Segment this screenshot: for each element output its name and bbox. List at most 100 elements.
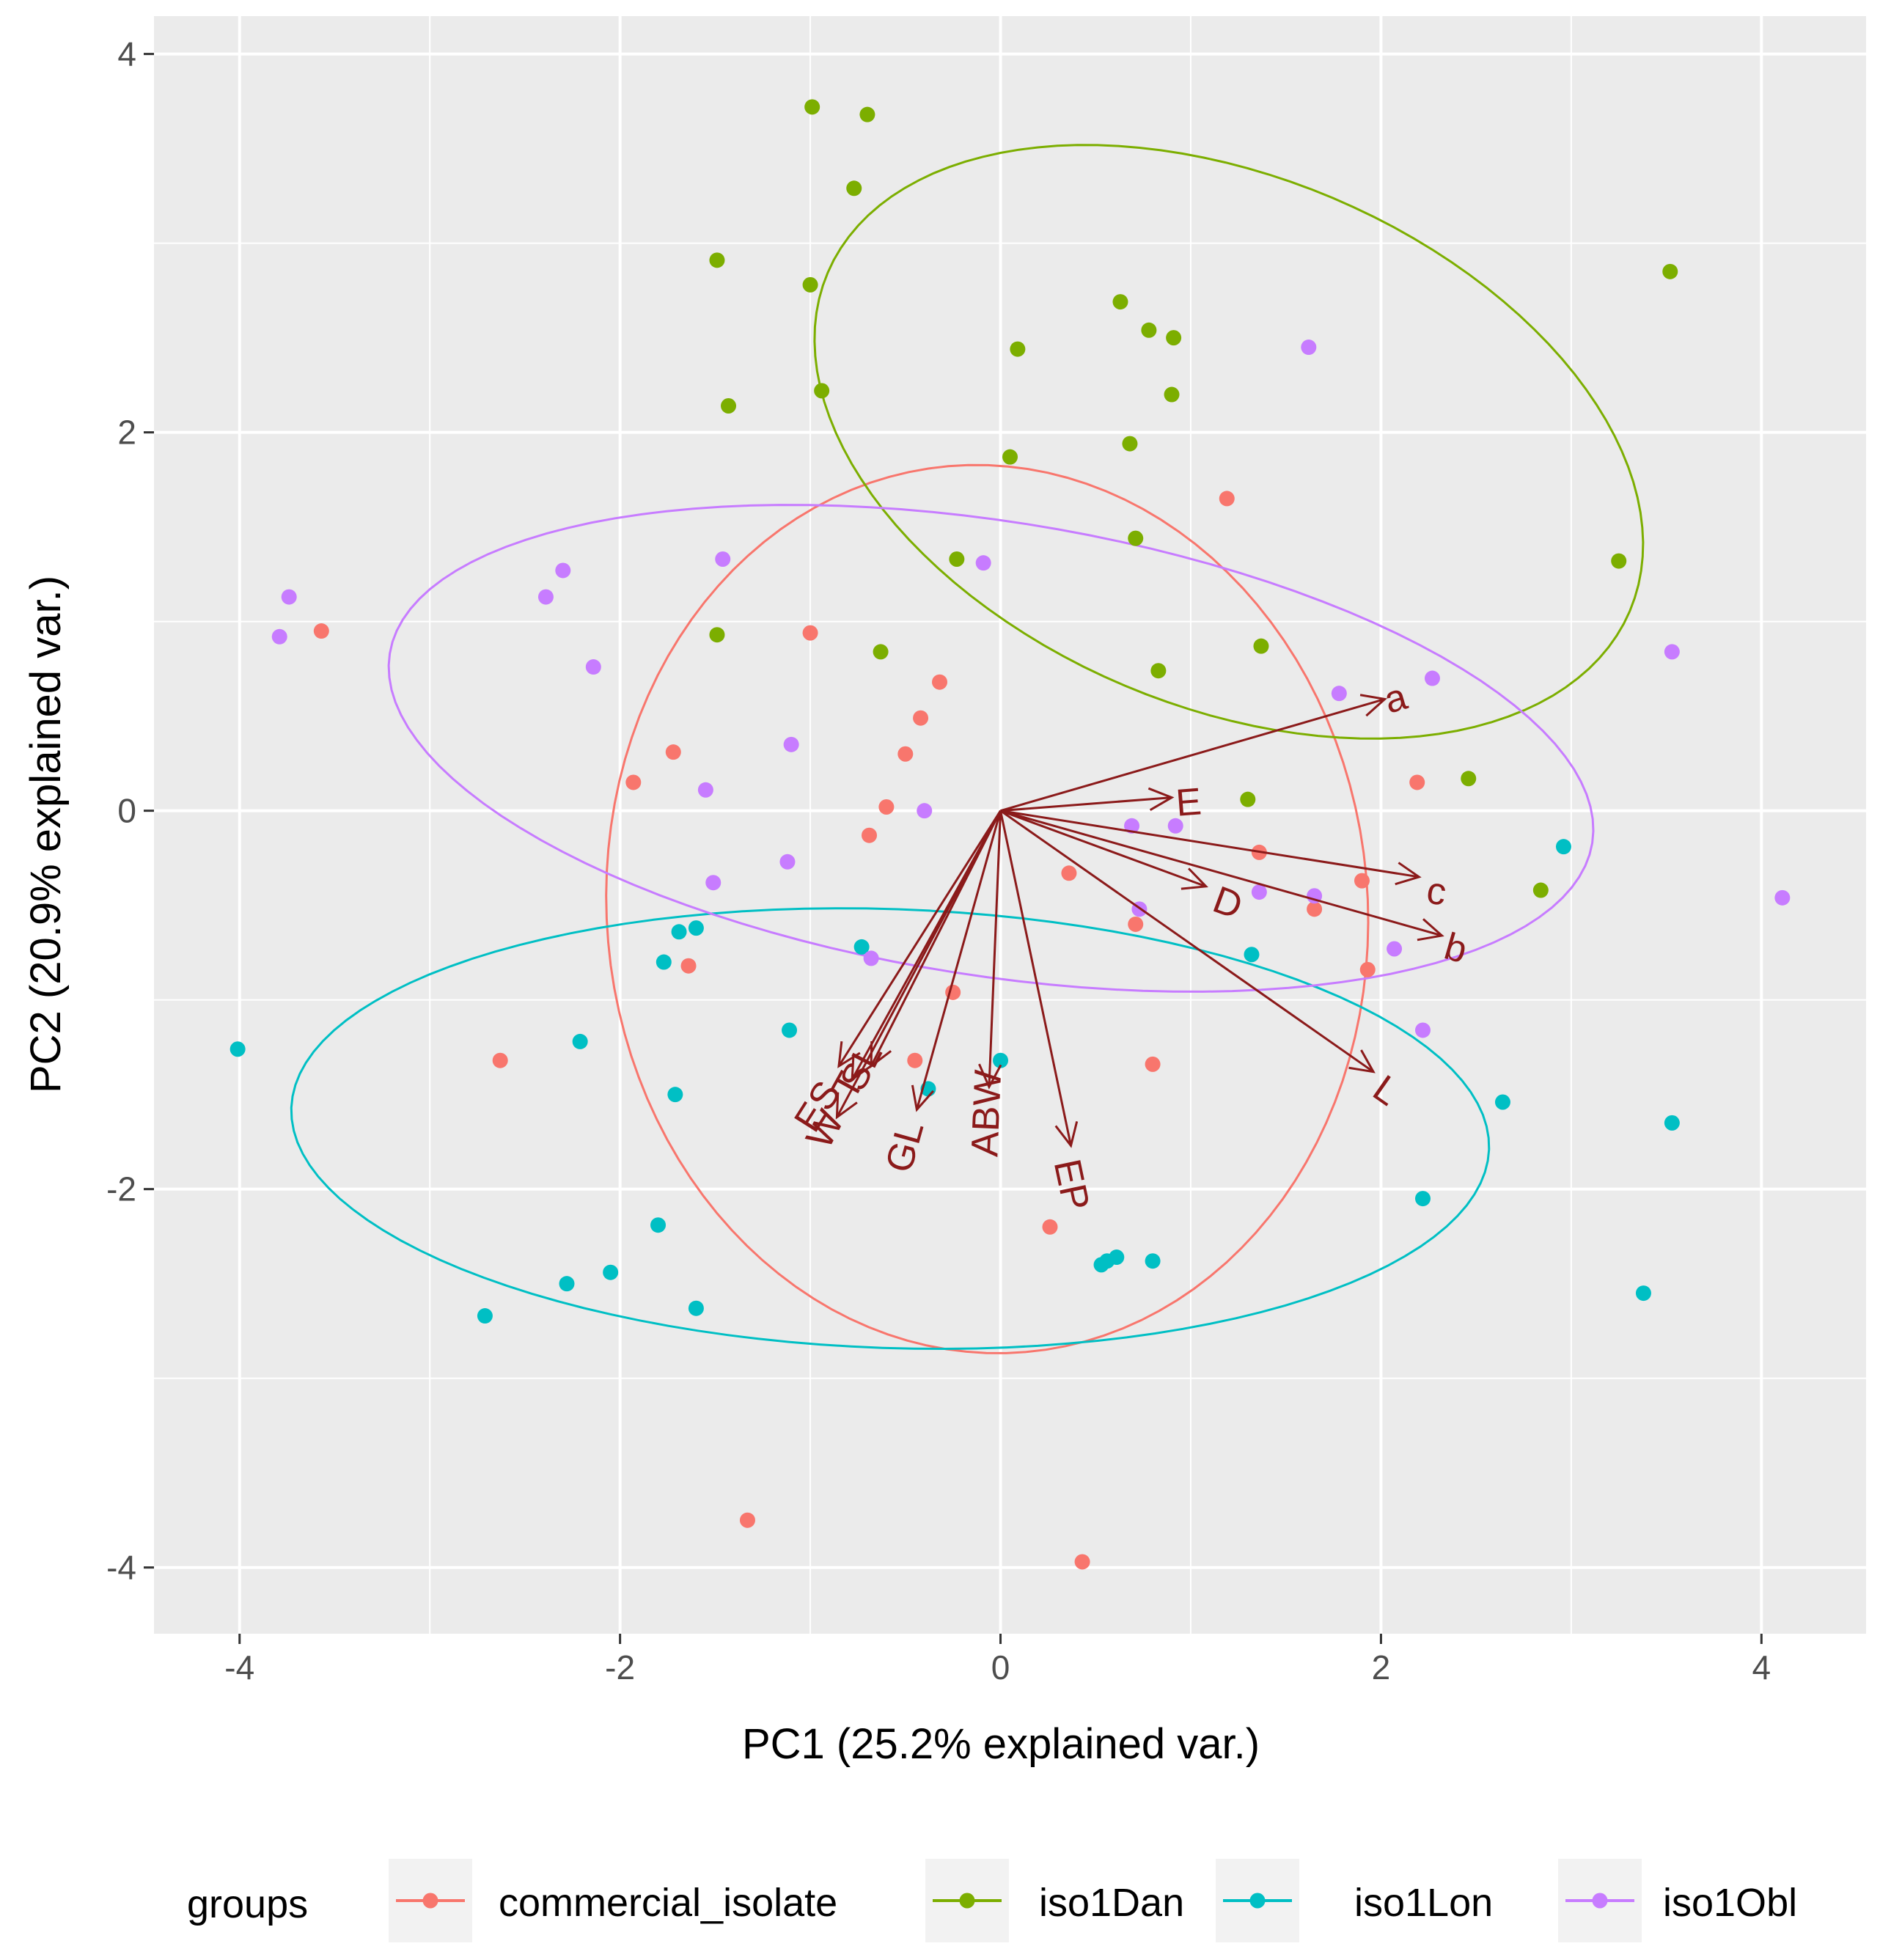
point-iso1Lon [656,954,672,970]
point-iso1Dan [1461,771,1477,787]
point-iso1Lon [667,1087,683,1103]
point-iso1Lon [993,1052,1009,1068]
loading-arrow-c [1000,810,1420,878]
point-iso1Obl [1251,884,1267,900]
loading-arrowhead-T [851,1054,873,1082]
point-iso1Dan [1112,294,1128,310]
loading-arrowhead-L [1348,1049,1376,1073]
axes: PC1 (25.2% explained var.) PC2 (20.9% ex… [22,35,1771,1768]
point-commercial_isolate [1061,865,1077,881]
legend: groups commercial_isolate iso1Dan iso1Lon i… [187,1859,1797,1942]
ellipse-iso1Obl [387,504,1595,993]
point-iso1Dan [846,180,862,197]
loading-label-E: E [1175,780,1203,824]
point-iso1Dan [1010,341,1026,357]
point-iso1Lon [688,920,704,936]
point-iso1Lon [1145,1253,1161,1269]
loading-arrowhead-a [1359,694,1387,717]
loading-arrowhead-W [835,1092,858,1120]
loading-arrowhead-b [1417,918,1444,942]
point-iso1Lon [1494,1094,1510,1110]
loading-arrow-E [1000,796,1172,812]
legend-title: groups [187,1882,308,1926]
loading-arrowhead-ES [837,1041,861,1068]
point-iso1Lon [671,924,687,940]
point-iso1Dan [721,398,737,414]
y-tick-label: 0 [117,792,136,830]
point-iso1Dan [1166,330,1182,346]
point-commercial_isolate [1042,1219,1058,1235]
loading-arrowhead-D [1180,867,1208,890]
point-iso1Dan [709,252,725,268]
point-iso1Dan [1240,791,1256,807]
point-iso1Obl [537,589,554,605]
legend-key-point-commercial_isolate [422,1893,438,1909]
loading-arrow-ES [837,810,1002,1067]
point-iso1Obl [697,782,713,798]
x-tick-label: 2 [1372,1648,1391,1686]
point-commercial_isolate [897,746,914,762]
point-iso1Obl [715,551,731,567]
point-iso1Obl [1124,818,1140,834]
point-commercial_isolate [492,1052,508,1068]
point-iso1Obl [705,875,721,891]
point-iso1Obl [1387,941,1403,957]
point-iso1Dan [1611,553,1627,569]
loading-arrow-D [1000,810,1207,888]
point-iso1Lon [1244,947,1260,963]
point-commercial_isolate [1409,774,1425,790]
point-iso1Dan [804,99,820,115]
point-iso1Dan [1662,263,1678,279]
loading-arrow-a [1000,697,1386,812]
point-iso1Lon [853,939,870,955]
point-iso1Obl [1167,818,1183,834]
point-iso1Obl [555,562,571,579]
point-iso1Lon [688,1300,704,1316]
point-iso1Dan [1164,386,1180,403]
point-commercial_isolate [878,799,895,815]
point-iso1Obl [863,950,879,966]
point-iso1Obl [1664,644,1680,660]
y-tick-label: 4 [117,35,136,73]
legend-label-commercial_isolate: commercial_isolate [499,1881,837,1925]
x-tick-label: -4 [224,1648,254,1686]
legend-label-iso1Dan: iso1Dan [1039,1881,1184,1925]
point-commercial_isolate [1145,1056,1161,1072]
point-iso1Dan [1253,638,1269,654]
point-commercial_isolate [913,710,929,726]
point-commercial_isolate [1128,916,1144,932]
y-tick-label: 2 [117,414,136,452]
data-points [230,99,1791,1570]
point-commercial_isolate [313,623,329,639]
ellipse-commercial_isolate [605,463,1370,1354]
point-iso1Obl [271,628,287,645]
point-iso1Obl [917,803,933,819]
point-iso1Lon [572,1033,588,1049]
loading-label-ABW: ABW [963,1069,1010,1158]
point-iso1Lon [603,1264,619,1280]
point-iso1Obl [1774,889,1791,906]
point-iso1Lon [1109,1249,1125,1266]
point-iso1Obl [1331,686,1347,702]
loading-arrow-GL [915,810,1002,1110]
point-iso1Lon [1555,839,1571,855]
loading-arrow-W [836,810,1002,1118]
panel-background [154,16,1866,1634]
point-iso1Lon [230,1041,246,1057]
legend-key-point-iso1Obl [1592,1893,1608,1909]
point-iso1Dan [949,551,965,567]
point-iso1Lon [1414,1191,1431,1207]
point-commercial_isolate [1359,961,1376,977]
point-commercial_isolate [1219,491,1235,507]
point-commercial_isolate [625,774,642,790]
point-iso1Obl [1301,339,1317,356]
loading-arrowhead-EP [1054,1120,1079,1148]
point-iso1Obl [585,659,601,675]
loading-arrowhead-c [1395,862,1422,886]
point-commercial_isolate [739,1512,755,1528]
point-commercial_isolate [862,827,878,843]
point-iso1Lon [559,1276,575,1292]
legend-label-iso1Lon: iso1Lon [1354,1881,1493,1925]
point-iso1Lon [1635,1285,1651,1302]
